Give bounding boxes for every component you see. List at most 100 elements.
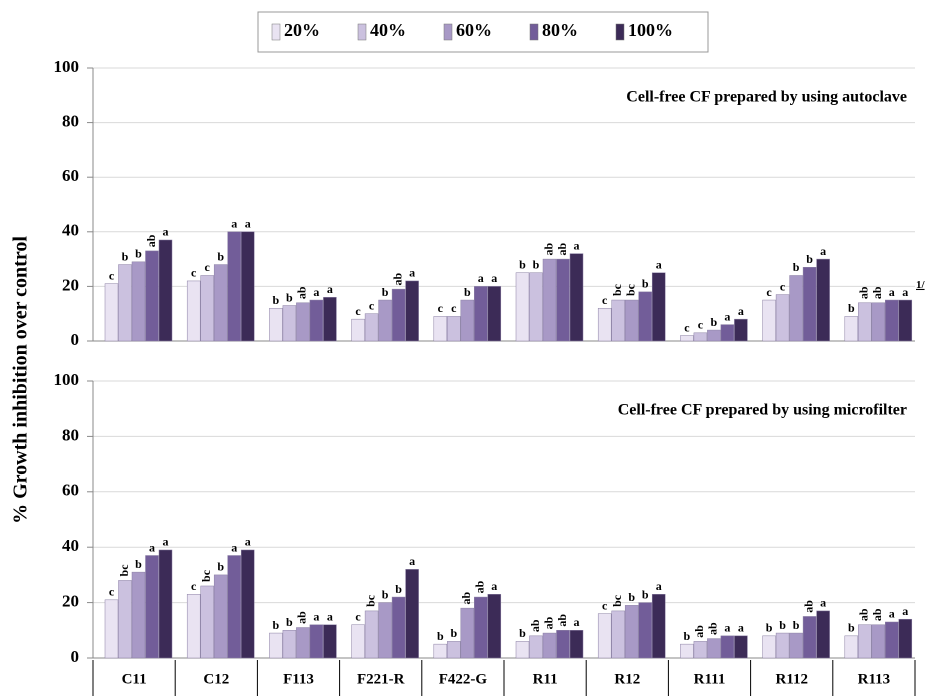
significance-letter: a xyxy=(163,225,169,239)
legend-swatch xyxy=(444,24,452,40)
bar xyxy=(899,300,912,341)
significance-letter: ab xyxy=(541,616,555,629)
bar xyxy=(201,586,214,658)
bar xyxy=(790,633,803,658)
bar xyxy=(790,275,803,341)
bar xyxy=(680,644,693,658)
significance-letter: c xyxy=(369,298,375,312)
bar xyxy=(296,303,309,341)
bar xyxy=(530,636,543,658)
significance-letter: c xyxy=(602,598,608,612)
significance-letter: ab xyxy=(857,608,871,621)
significance-letter: a xyxy=(231,217,237,231)
legend-label: 40% xyxy=(370,20,406,40)
significance-letter: ab xyxy=(295,611,309,624)
significance-letter: ab xyxy=(144,234,158,247)
significance-letter: c xyxy=(438,301,444,315)
significance-letter: a xyxy=(738,621,744,635)
legend-label: 20% xyxy=(284,20,320,40)
x-tick-label: R113 xyxy=(858,671,891,687)
bar xyxy=(187,281,200,341)
bar xyxy=(570,630,583,658)
bar xyxy=(323,297,336,341)
significance-letter: a xyxy=(245,217,251,231)
bar xyxy=(159,550,172,658)
bar xyxy=(461,608,474,658)
bar xyxy=(269,308,282,341)
x-tick-label: C12 xyxy=(203,671,229,687)
significance-letter: b xyxy=(519,258,526,272)
bar xyxy=(447,641,460,658)
bar xyxy=(625,300,638,341)
x-tick-label: F113 xyxy=(283,671,314,687)
bar xyxy=(241,550,254,658)
y-tick-label: 60 xyxy=(62,166,79,185)
significance-letter: b xyxy=(135,247,142,261)
significance-letter: bc xyxy=(610,283,624,296)
bar xyxy=(516,641,529,658)
x-tick-label: F422-G xyxy=(439,671,488,687)
bar xyxy=(310,300,323,341)
significance-letter: c xyxy=(451,301,457,315)
bar xyxy=(707,639,720,658)
legend-swatch xyxy=(530,24,538,40)
significance-letter: b xyxy=(628,590,635,604)
bar xyxy=(652,273,665,341)
bar xyxy=(612,611,625,658)
significance-letter: b xyxy=(273,618,280,632)
significance-letter: b xyxy=(395,582,402,596)
x-tick-label: C11 xyxy=(122,671,147,687)
bar xyxy=(105,284,118,341)
bar xyxy=(598,614,611,658)
bar xyxy=(557,259,570,341)
bar xyxy=(352,319,365,341)
bar xyxy=(872,625,885,658)
bar xyxy=(474,597,487,658)
significance-letter: a xyxy=(327,282,333,296)
bar xyxy=(310,625,323,658)
bar xyxy=(392,289,405,341)
bar xyxy=(885,300,898,341)
significance-letter: ab xyxy=(857,286,871,299)
significance-letter: ab xyxy=(801,600,815,613)
significance-letter: b xyxy=(533,258,540,272)
significance-letter: ab xyxy=(555,242,569,255)
bar xyxy=(776,295,789,341)
significance-letter: ab xyxy=(528,619,542,632)
significance-letter: c xyxy=(355,304,361,318)
y-tick-label: 0 xyxy=(71,647,80,666)
bar xyxy=(269,633,282,658)
significance-letter: c xyxy=(109,585,115,599)
significance-letter: ab xyxy=(870,286,884,299)
bar xyxy=(365,314,378,341)
significance-letter: c xyxy=(191,579,197,593)
bar xyxy=(763,636,776,658)
legend-label: 60% xyxy=(456,20,492,40)
bar xyxy=(557,630,570,658)
significance-letter: b xyxy=(273,293,280,307)
bar xyxy=(132,572,145,658)
bar xyxy=(858,625,871,658)
significance-letter: ab xyxy=(295,286,309,299)
significance-letter: b xyxy=(450,626,457,640)
significance-letter: b xyxy=(848,301,855,315)
significance-letter: b xyxy=(684,629,691,643)
significance-letter: b xyxy=(217,249,224,263)
significance-letter: b xyxy=(779,618,786,632)
significance-letter: a xyxy=(478,271,484,285)
significance-letter: a xyxy=(409,266,415,280)
bar xyxy=(721,636,734,658)
significance-letter: a xyxy=(245,535,251,549)
significance-letter: ab xyxy=(473,580,487,593)
bar xyxy=(612,300,625,341)
significance-letter: b xyxy=(382,587,389,601)
bar xyxy=(447,316,460,341)
significance-letter: a xyxy=(724,309,730,323)
significance-letter: ab xyxy=(555,614,569,627)
bar xyxy=(159,240,172,341)
significance-letter: a xyxy=(902,604,908,618)
significance-letter: a xyxy=(738,304,744,318)
panel-subtitle: Cell-free CF prepared by using microfilt… xyxy=(618,402,907,419)
significance-letter: b xyxy=(464,285,471,299)
bar xyxy=(598,308,611,341)
